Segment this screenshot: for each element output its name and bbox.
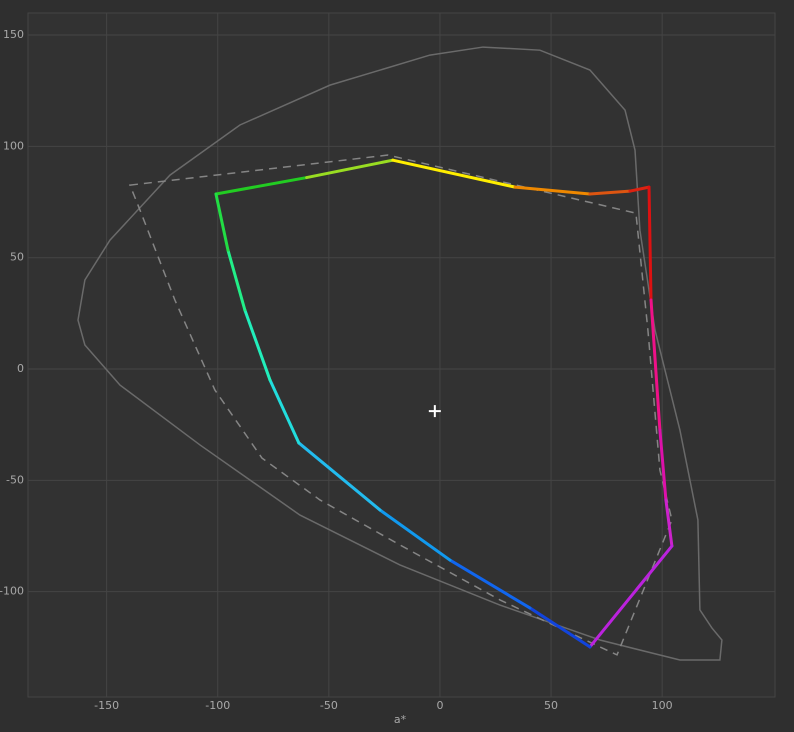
gamut-segment [243, 308, 272, 382]
gamut-segment [226, 248, 247, 312]
x-tick-label: -150 [94, 699, 119, 712]
gamut-segment [528, 606, 592, 649]
y-tick-label: -100 [0, 585, 24, 598]
y-tick-label: 150 [3, 28, 24, 41]
gamut-segment [214, 176, 309, 196]
gamut-segment [647, 185, 653, 302]
x-tick-label: 50 [544, 699, 558, 712]
gamut-segment [378, 508, 452, 562]
x-tick-label: -100 [205, 699, 230, 712]
x-tick-label: 0 [436, 699, 443, 712]
gamut-segment [664, 498, 674, 548]
gamut-segment [214, 192, 230, 252]
gamut-segment [268, 378, 301, 445]
x-axis-label: a* [394, 713, 407, 726]
x-tick-label: -50 [320, 699, 338, 712]
x-tick-label: 100 [652, 699, 673, 712]
gamut-segment [649, 298, 662, 432]
y-tick-label: 100 [3, 139, 24, 152]
gamut-segment [628, 185, 651, 193]
gamut-segment [448, 558, 532, 610]
y-tick-label: 0 [17, 362, 24, 375]
gamut-outline [128, 154, 673, 656]
y-tick-label: -50 [6, 473, 24, 486]
gamut-segment [658, 428, 668, 502]
gamut-segment [305, 158, 395, 180]
gamut-segment [391, 158, 517, 189]
white-point [428, 405, 441, 418]
gamut-segment [588, 189, 632, 196]
gamut-segment [588, 544, 674, 649]
gamut-segment [513, 185, 592, 196]
y-tick-label: 50 [10, 251, 24, 264]
gamut-segment [297, 441, 382, 512]
plot-area [27, 12, 776, 698]
gamut-outline [77, 46, 723, 661]
